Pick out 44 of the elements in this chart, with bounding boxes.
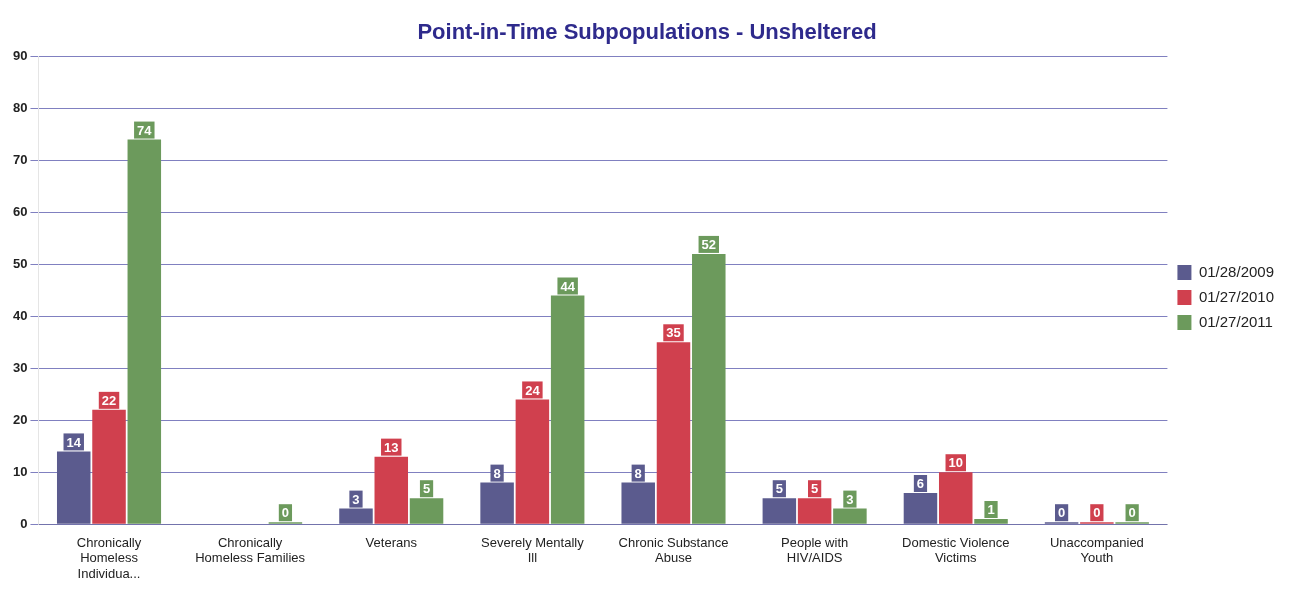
y-tick-label: 10 (12, 463, 28, 479)
data-label: 3 (352, 491, 360, 507)
data-label: 74 (137, 122, 153, 138)
x-tick-label: Severely Mentally Ill (481, 534, 585, 566)
y-tick-label: 80 (12, 99, 28, 115)
data-label: 22 (101, 392, 117, 408)
data-label: 5 (422, 481, 431, 497)
y-tick-label: 70 (12, 151, 28, 167)
data-label: 35 (666, 325, 681, 341)
y-tick-label: 40 (12, 307, 28, 323)
y-tick-label: 60 (12, 203, 28, 219)
data-label: 0 (281, 505, 290, 521)
data-label: 0 (1093, 505, 1101, 521)
chart-title: Point-in-Time Subpopulations - Unsheltered (417, 19, 877, 45)
data-label: 24 (525, 382, 541, 398)
data-label: 8 (493, 465, 501, 481)
data-label: 0 (1128, 505, 1136, 521)
data-label: 10 (948, 455, 963, 471)
legend-label: 01/27/2011 (1198, 312, 1273, 330)
data-label: 3 (846, 491, 854, 507)
x-tick-label: People with HIV/AIDS (781, 534, 849, 566)
y-tick-label: 30 (12, 359, 28, 375)
data-label: 52 (701, 236, 717, 252)
data-label: 5 (775, 481, 783, 497)
x-tick-label: Veterans (365, 534, 418, 550)
x-tick-label: Chronically Homeless Individua... (76, 534, 142, 581)
x-tick-label: Domestic Violence Victims (902, 534, 1010, 566)
legend-label: 01/27/2010 (1198, 287, 1274, 305)
y-tick-label: 50 (12, 255, 28, 271)
y-tick-label: 90 (12, 47, 28, 63)
data-label: 0 (1057, 505, 1066, 521)
x-tick-label: Unaccompanied Youth (1049, 534, 1144, 566)
y-tick-label: 0 (20, 515, 28, 531)
data-label: 14 (66, 434, 82, 450)
x-tick-label: Chronic Substance Abuse (618, 534, 729, 566)
data-label: 6 (916, 476, 925, 492)
data-label: 44 (560, 278, 576, 294)
x-tick-label: Chronically Homeless Families (195, 534, 306, 566)
data-label: 1 (987, 502, 995, 518)
y-tick-label: 20 (12, 411, 28, 427)
legend-label: 01/28/2009 (1198, 262, 1274, 280)
data-label: 5 (811, 481, 819, 497)
data-label: 8 (634, 465, 642, 481)
data-label: 13 (384, 439, 399, 455)
